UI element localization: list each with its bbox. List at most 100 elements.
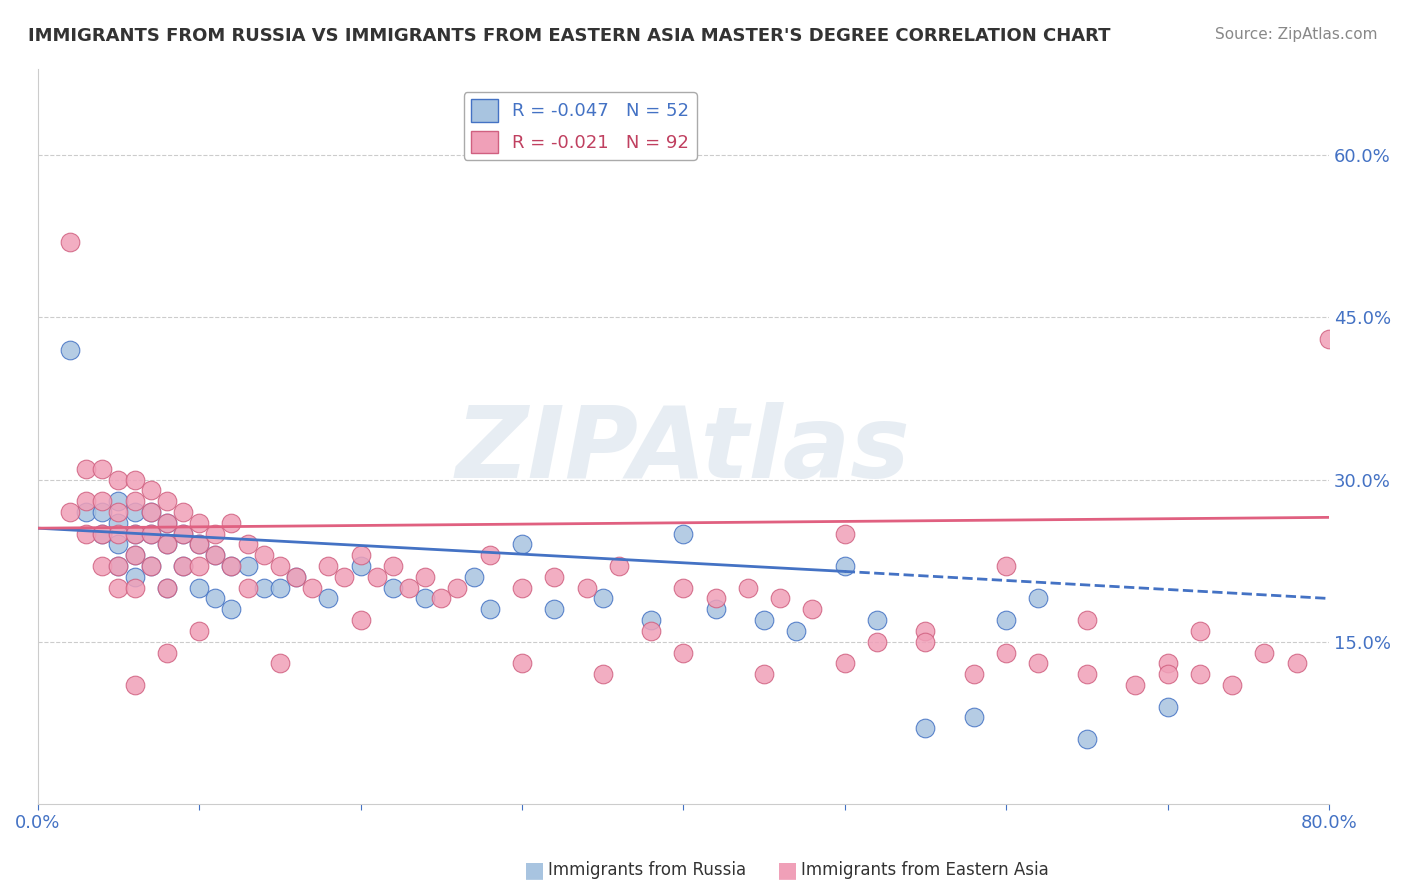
Text: ZIPAtlas: ZIPAtlas	[456, 402, 911, 500]
Point	[156, 537, 179, 551]
Point	[301, 581, 323, 595]
Point	[107, 473, 129, 487]
Point	[204, 548, 226, 562]
Point	[188, 537, 211, 551]
Text: ■: ■	[778, 860, 797, 880]
Point	[204, 591, 226, 606]
Point	[107, 526, 129, 541]
Point	[640, 613, 662, 627]
Text: IMMIGRANTS FROM RUSSIA VS IMMIGRANTS FROM EASTERN ASIA MASTER'S DEGREE CORRELATI: IMMIGRANTS FROM RUSSIA VS IMMIGRANTS FRO…	[28, 27, 1111, 45]
Point	[834, 526, 856, 541]
Point	[204, 548, 226, 562]
Point	[478, 602, 501, 616]
Point	[801, 602, 824, 616]
Point	[1156, 657, 1178, 671]
Point	[139, 559, 162, 574]
Point	[381, 581, 404, 595]
Point	[75, 494, 97, 508]
Point	[785, 624, 807, 638]
Point	[188, 559, 211, 574]
Point	[156, 581, 179, 595]
Point	[510, 581, 533, 595]
Point	[139, 505, 162, 519]
Point	[1317, 332, 1340, 346]
Point	[1253, 646, 1275, 660]
Point	[91, 461, 114, 475]
Point	[188, 516, 211, 530]
Point	[172, 559, 194, 574]
Point	[995, 613, 1018, 627]
Point	[139, 559, 162, 574]
Point	[1028, 657, 1050, 671]
Point	[124, 494, 146, 508]
Point	[366, 570, 388, 584]
Point	[1028, 591, 1050, 606]
Point	[124, 505, 146, 519]
Point	[269, 581, 291, 595]
Text: ■: ■	[524, 860, 544, 880]
Point	[156, 516, 179, 530]
Point	[172, 526, 194, 541]
Point	[672, 646, 695, 660]
Point	[156, 516, 179, 530]
Point	[107, 581, 129, 595]
Point	[156, 494, 179, 508]
Point	[914, 721, 936, 735]
Point	[640, 624, 662, 638]
Point	[543, 570, 565, 584]
Point	[107, 505, 129, 519]
Point	[769, 591, 792, 606]
Point	[269, 657, 291, 671]
Point	[592, 667, 614, 681]
Point	[75, 526, 97, 541]
Point	[156, 646, 179, 660]
Point	[172, 559, 194, 574]
Point	[1220, 678, 1243, 692]
Point	[75, 461, 97, 475]
Point	[349, 548, 371, 562]
Point	[1188, 624, 1211, 638]
Point	[349, 613, 371, 627]
Point	[139, 526, 162, 541]
Point	[672, 526, 695, 541]
Point	[333, 570, 356, 584]
Point	[124, 548, 146, 562]
Point	[139, 483, 162, 498]
Point	[995, 559, 1018, 574]
Point	[221, 559, 243, 574]
Point	[1076, 667, 1098, 681]
Point	[381, 559, 404, 574]
Point	[316, 591, 339, 606]
Point	[284, 570, 307, 584]
Point	[463, 570, 485, 584]
Point	[737, 581, 759, 595]
Point	[704, 591, 727, 606]
Point	[188, 624, 211, 638]
Point	[124, 473, 146, 487]
Point	[236, 581, 259, 595]
Point	[221, 602, 243, 616]
Point	[75, 505, 97, 519]
Point	[124, 581, 146, 595]
Point	[107, 559, 129, 574]
Point	[446, 581, 468, 595]
Point	[91, 526, 114, 541]
Point	[430, 591, 453, 606]
Point	[1156, 699, 1178, 714]
Point	[107, 559, 129, 574]
Point	[156, 581, 179, 595]
Point	[172, 526, 194, 541]
Point	[866, 634, 889, 648]
Point	[59, 505, 82, 519]
Legend: R = -0.047   N = 52, R = -0.021   N = 92: R = -0.047 N = 52, R = -0.021 N = 92	[464, 92, 696, 160]
Point	[316, 559, 339, 574]
Point	[478, 548, 501, 562]
Point	[914, 624, 936, 638]
Point	[91, 559, 114, 574]
Point	[1123, 678, 1146, 692]
Point	[139, 505, 162, 519]
Point	[575, 581, 598, 595]
Point	[1188, 667, 1211, 681]
Point	[91, 494, 114, 508]
Point	[349, 559, 371, 574]
